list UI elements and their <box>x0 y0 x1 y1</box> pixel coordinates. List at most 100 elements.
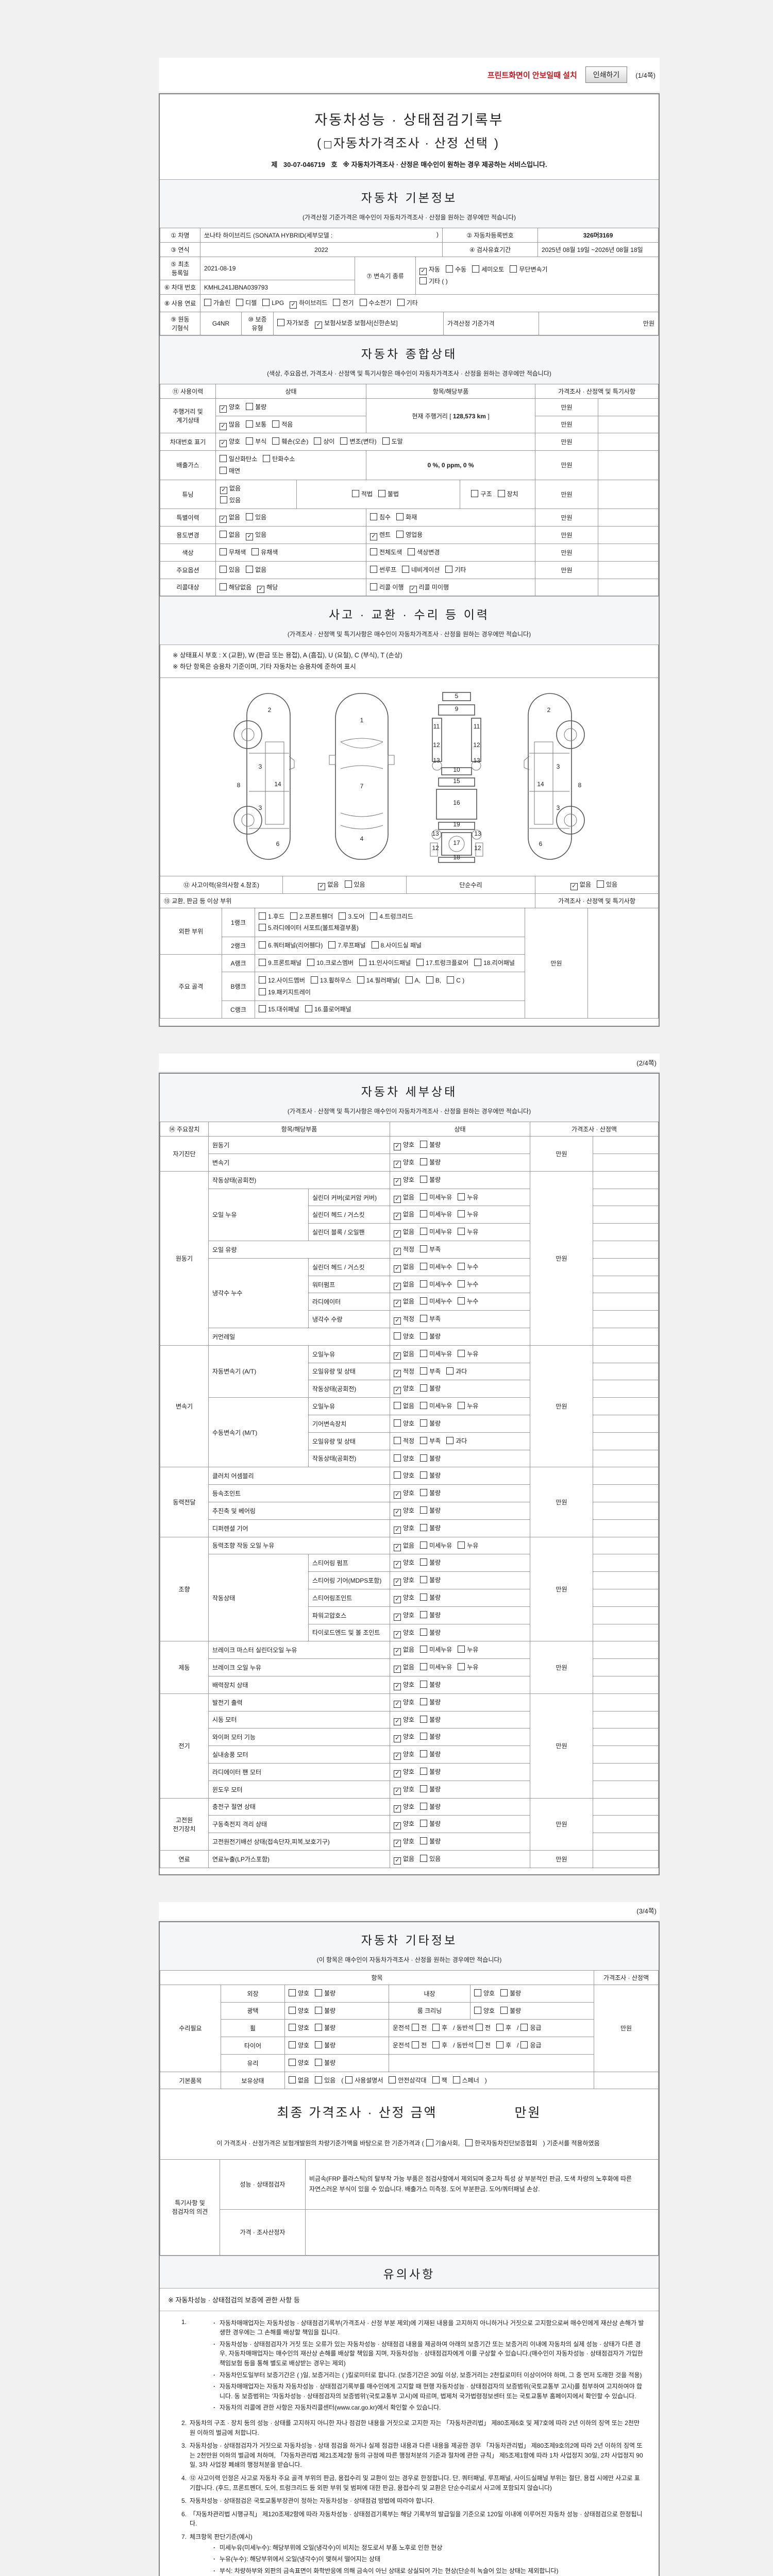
unchecked-checkbox-icon[interactable] <box>426 976 433 984</box>
unchecked-checkbox-icon[interactable] <box>420 1436 428 1444</box>
unchecked-checkbox-icon[interactable] <box>420 1541 428 1549</box>
unchecked-checkbox-icon[interactable] <box>458 1646 465 1653</box>
checked-checkbox-icon[interactable]: ✓ <box>394 1822 401 1830</box>
unchecked-checkbox-icon[interactable] <box>432 2041 440 2049</box>
unchecked-checkbox-icon[interactable] <box>420 1210 428 1218</box>
checked-checkbox-icon[interactable]: ✓ <box>394 1369 401 1377</box>
unchecked-checkbox-icon[interactable] <box>420 1158 428 1166</box>
unchecked-checkbox-icon[interactable] <box>458 1349 465 1357</box>
unchecked-checkbox-icon[interactable] <box>420 1367 428 1375</box>
unchecked-checkbox-icon[interactable] <box>359 959 367 967</box>
unchecked-checkbox-icon[interactable] <box>220 455 227 463</box>
unchecked-checkbox-icon[interactable] <box>420 1820 428 1827</box>
checked-checkbox-icon[interactable]: ✓ <box>394 1352 401 1360</box>
unchecked-checkbox-icon[interactable] <box>289 2024 296 2031</box>
checked-checkbox-icon[interactable]: ✓ <box>394 1544 401 1551</box>
unchecked-checkbox-icon[interactable] <box>420 1767 428 1775</box>
unchecked-checkbox-icon[interactable] <box>370 548 377 555</box>
unchecked-checkbox-icon[interactable] <box>452 2076 460 2083</box>
unchecked-checkbox-icon[interactable] <box>458 1210 465 1218</box>
unchecked-checkbox-icon[interactable] <box>220 531 227 538</box>
checked-checkbox-icon[interactable]: ✓ <box>394 1648 401 1656</box>
unchecked-checkbox-icon[interactable] <box>510 265 517 273</box>
unchecked-checkbox-icon[interactable] <box>420 1228 428 1235</box>
checked-checkbox-icon[interactable]: ✓ <box>394 1770 401 1777</box>
checked-checkbox-icon[interactable]: ✓ <box>394 1735 401 1743</box>
unchecked-checkbox-icon[interactable] <box>420 1506 428 1514</box>
checked-checkbox-icon[interactable]: ✓ <box>394 1509 401 1516</box>
print-button[interactable]: 인쇄하기 <box>585 66 628 83</box>
unchecked-checkbox-icon[interactable] <box>220 583 227 590</box>
unchecked-checkbox-icon[interactable] <box>259 941 266 949</box>
unchecked-checkbox-icon[interactable] <box>389 2076 396 2083</box>
checked-checkbox-icon[interactable]: ✓ <box>570 883 578 890</box>
unchecked-checkbox-icon[interactable] <box>474 1989 481 1996</box>
unchecked-checkbox-icon[interactable] <box>426 2139 433 2147</box>
unchecked-checkbox-icon[interactable] <box>520 2041 528 2049</box>
checked-checkbox-icon[interactable]: ✓ <box>394 1317 401 1325</box>
unchecked-checkbox-icon[interactable] <box>220 496 227 503</box>
unchecked-checkbox-icon[interactable] <box>420 1698 428 1705</box>
unchecked-checkbox-icon[interactable] <box>220 565 227 573</box>
unchecked-checkbox-icon[interactable] <box>263 455 271 463</box>
unchecked-checkbox-icon[interactable] <box>458 1541 465 1549</box>
unchecked-checkbox-icon[interactable] <box>472 265 480 273</box>
unchecked-checkbox-icon[interactable] <box>420 1854 428 1862</box>
unchecked-checkbox-icon[interactable] <box>420 1193 428 1200</box>
unchecked-checkbox-icon[interactable] <box>246 513 254 521</box>
unchecked-checkbox-icon[interactable] <box>259 924 266 931</box>
unchecked-checkbox-icon[interactable] <box>289 2006 296 2014</box>
checked-checkbox-icon[interactable]: ✓ <box>394 1230 401 1238</box>
unchecked-checkbox-icon[interactable] <box>420 1576 428 1584</box>
checked-checkbox-icon[interactable]: ✓ <box>394 1178 401 1185</box>
checked-checkbox-icon[interactable]: ✓ <box>394 1718 401 1725</box>
unchecked-checkbox-icon[interactable] <box>272 420 280 428</box>
checked-checkbox-icon[interactable]: ✓ <box>394 1857 401 1865</box>
checked-checkbox-icon[interactable]: ✓ <box>394 1579 401 1586</box>
unchecked-checkbox-icon[interactable] <box>310 976 318 984</box>
checked-checkbox-icon[interactable]: ✓ <box>394 1492 401 1499</box>
checked-checkbox-icon[interactable]: ✓ <box>290 301 297 309</box>
unchecked-checkbox-icon[interactable] <box>446 265 453 273</box>
unchecked-checkbox-icon[interactable] <box>458 1280 465 1287</box>
unchecked-checkbox-icon[interactable] <box>259 1005 266 1013</box>
unchecked-checkbox-icon[interactable] <box>420 1715 428 1723</box>
unchecked-checkbox-icon[interactable] <box>445 565 453 573</box>
unchecked-checkbox-icon[interactable] <box>289 2041 296 2049</box>
unchecked-checkbox-icon[interactable] <box>412 2041 419 2049</box>
unchecked-checkbox-icon[interactable] <box>220 548 227 555</box>
unchecked-checkbox-icon[interactable] <box>408 548 415 555</box>
checked-checkbox-icon[interactable]: ✓ <box>394 1666 401 1673</box>
unchecked-checkbox-icon[interactable] <box>277 319 284 327</box>
checked-checkbox-icon[interactable]: ✓ <box>257 585 265 593</box>
unchecked-checkbox-icon[interactable] <box>432 2024 440 2031</box>
unchecked-checkbox-icon[interactable] <box>420 1402 428 1410</box>
unchecked-checkbox-icon[interactable] <box>333 299 341 306</box>
checked-checkbox-icon[interactable]: ✓ <box>394 1561 401 1569</box>
unchecked-checkbox-icon[interactable] <box>236 299 244 306</box>
unchecked-checkbox-icon[interactable] <box>357 976 364 984</box>
unchecked-checkbox-icon[interactable] <box>420 1785 428 1792</box>
unchecked-checkbox-icon[interactable] <box>520 2024 528 2031</box>
unchecked-checkbox-icon[interactable] <box>370 583 377 590</box>
unchecked-checkbox-icon[interactable] <box>420 1733 428 1740</box>
unchecked-checkbox-icon[interactable] <box>339 912 346 920</box>
unchecked-checkbox-icon[interactable] <box>394 1332 401 1340</box>
unchecked-checkbox-icon[interactable] <box>496 2041 504 2049</box>
unchecked-checkbox-icon[interactable] <box>420 1802 428 1810</box>
checked-checkbox-icon[interactable]: ✓ <box>220 422 227 430</box>
unchecked-checkbox-icon[interactable] <box>307 959 315 967</box>
unchecked-checkbox-icon[interactable] <box>394 1402 401 1410</box>
unchecked-checkbox-icon[interactable] <box>344 880 352 888</box>
unchecked-checkbox-icon[interactable] <box>458 1228 465 1235</box>
unchecked-checkbox-icon[interactable] <box>259 959 266 967</box>
unchecked-checkbox-icon[interactable] <box>500 1989 508 1996</box>
unchecked-checkbox-icon[interactable] <box>371 941 379 949</box>
unchecked-checkbox-icon[interactable] <box>396 531 404 538</box>
unchecked-checkbox-icon[interactable] <box>420 1628 428 1636</box>
unchecked-checkbox-icon[interactable] <box>420 1646 428 1653</box>
unchecked-checkbox-icon[interactable] <box>397 299 405 306</box>
checked-checkbox-icon[interactable]: ✓ <box>318 883 326 890</box>
unchecked-checkbox-icon[interactable] <box>305 1005 312 1013</box>
unchecked-checkbox-icon[interactable] <box>419 277 427 284</box>
